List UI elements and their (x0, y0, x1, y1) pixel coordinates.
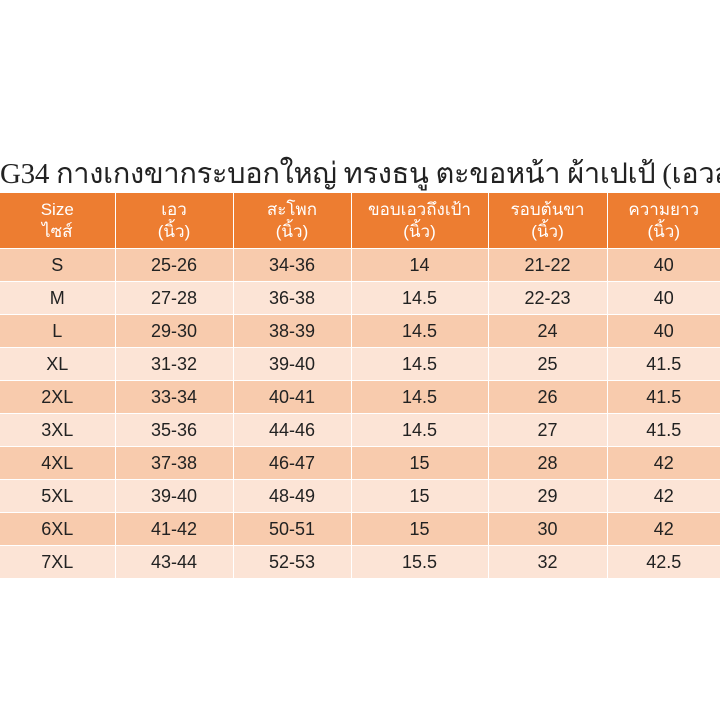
table-cell: 30 (487, 512, 607, 546)
table-cell: 42.5 (606, 545, 720, 578)
table-cell: 14.5 (350, 413, 488, 447)
table-cell: 39-40 (114, 479, 233, 513)
table-cell: 42 (606, 512, 720, 546)
header-label: ความยาว (628, 199, 700, 219)
table-cell: XL (0, 347, 115, 381)
header-label: Size (40, 199, 74, 219)
table-cell: 32 (487, 545, 607, 578)
table-cell: 39-40 (232, 347, 351, 381)
table-cell: 4XL (0, 446, 115, 480)
table-cell: 41.5 (606, 347, 720, 381)
table-cell: 37-38 (114, 446, 233, 480)
size-table: Size ไซส์ เอว (นิ้ว) สะโพก (นิ้ว) ขอบเอวถึงเป้… (0, 193, 720, 578)
table-cell: 6XL (0, 512, 115, 546)
table-cell: 40 (606, 314, 720, 348)
table-cell: 29-30 (114, 314, 233, 348)
table-cell: 33-34 (114, 380, 233, 414)
table-cell: 41-42 (114, 512, 233, 546)
table-cell: 40 (606, 281, 720, 315)
table-cell: 34-36 (232, 248, 351, 282)
table-cell: 21-22 (487, 248, 607, 282)
table-cell: 42 (606, 446, 720, 480)
header-row: Size ไซส์ เอว (นิ้ว) สะโพก (นิ้ว) ขอบเอวถึงเป้… (0, 193, 720, 249)
table-cell: 36-38 (232, 281, 351, 315)
table-cell: 43-44 (114, 545, 233, 578)
table-cell: 50-51 (232, 512, 351, 546)
table-row: 5XL 39-40 48-49 15 29 42 (0, 479, 720, 513)
header-unit: (นิ้ว) (157, 221, 191, 241)
table-cell: 27-28 (114, 281, 233, 315)
table-cell: 29 (487, 479, 607, 513)
table-cell: 52-53 (232, 545, 351, 578)
table-cell: 27 (487, 413, 607, 447)
table-cell: 15 (350, 512, 488, 546)
table-cell: 41.5 (606, 380, 720, 414)
table-cell: 42 (606, 479, 720, 513)
table-cell: 48-49 (232, 479, 351, 513)
table-cell: 5XL (0, 479, 115, 513)
table-cell: 31-32 (114, 347, 233, 381)
table-row: 2XL 33-34 40-41 14.5 26 41.5 (0, 380, 720, 414)
table-cell: 28 (487, 446, 607, 480)
table-cell: 15 (350, 479, 488, 513)
column-header: ขอบเอวถึงเป้า (นิ้ว) (350, 193, 488, 249)
table-cell: 15 (350, 446, 488, 480)
table-cell: 24 (487, 314, 607, 348)
table-cell: 14.5 (350, 314, 488, 348)
header-unit: (นิ้ว) (531, 221, 564, 241)
table-cell: 40-41 (232, 380, 351, 414)
table-row: 4XL 37-38 46-47 15 28 42 (0, 446, 720, 480)
table-row: 7XL 43-44 52-53 15.5 32 42.5 (0, 545, 720, 578)
table-cell: 38-39 (232, 314, 351, 348)
table-row: 6XL 41-42 50-51 15 30 42 (0, 512, 720, 546)
table-cell: 7XL (0, 545, 115, 578)
header-label: รอบต้นขา (510, 199, 585, 219)
table-cell: 40 (606, 248, 720, 282)
table-cell: 14.5 (350, 347, 488, 381)
column-header: สะโพก (นิ้ว) (232, 193, 351, 249)
header-unit: (นิ้ว) (647, 221, 681, 241)
table-cell: 3XL (0, 413, 115, 447)
table-cell: L (0, 314, 115, 348)
column-header: รอบต้นขา (นิ้ว) (487, 193, 607, 249)
table-cell: 25 (487, 347, 607, 381)
column-header: เอว (นิ้ว) (114, 193, 233, 249)
header-label: เอว (161, 199, 187, 219)
header-unit: (นิ้ว) (403, 221, 436, 241)
table-cell: 22-23 (487, 281, 607, 315)
table-cell: 14.5 (350, 380, 488, 414)
table-row: S 25-26 34-36 14 21-22 40 (0, 248, 720, 282)
table-cell: 2XL (0, 380, 115, 414)
table-cell: 26 (487, 380, 607, 414)
table-cell: 44-46 (232, 413, 351, 447)
column-header: ความยาว (นิ้ว) (606, 193, 720, 249)
table-cell: 25-26 (114, 248, 233, 282)
table-cell: 14.5 (350, 281, 488, 315)
table-cell: 41.5 (606, 413, 720, 447)
header-label: สะโพก (266, 199, 318, 219)
chart-title: G34 กางเกงขากระบอกใหญ่ ทรงธนู ตะขอหน้า ผ… (0, 158, 720, 190)
header-unit: ไซส์ (42, 221, 73, 241)
table-cell: 14 (350, 248, 488, 282)
table-row: XL 31-32 39-40 14.5 25 41.5 (0, 347, 720, 381)
table-cell: 35-36 (114, 413, 233, 447)
table-row: M 27-28 36-38 14.5 22-23 40 (0, 281, 720, 315)
table-cell: M (0, 281, 115, 315)
header-unit: (นิ้ว) (275, 221, 309, 241)
table-cell: 15.5 (350, 545, 488, 578)
table-row: 3XL 35-36 44-46 14.5 27 41.5 (0, 413, 720, 447)
table-cell: 46-47 (232, 446, 351, 480)
table-row: L 29-30 38-39 14.5 24 40 (0, 314, 720, 348)
table-cell: S (0, 248, 115, 282)
header-label: ขอบเอวถึงเป้า (368, 199, 471, 219)
column-header: Size ไซส์ (0, 193, 115, 249)
